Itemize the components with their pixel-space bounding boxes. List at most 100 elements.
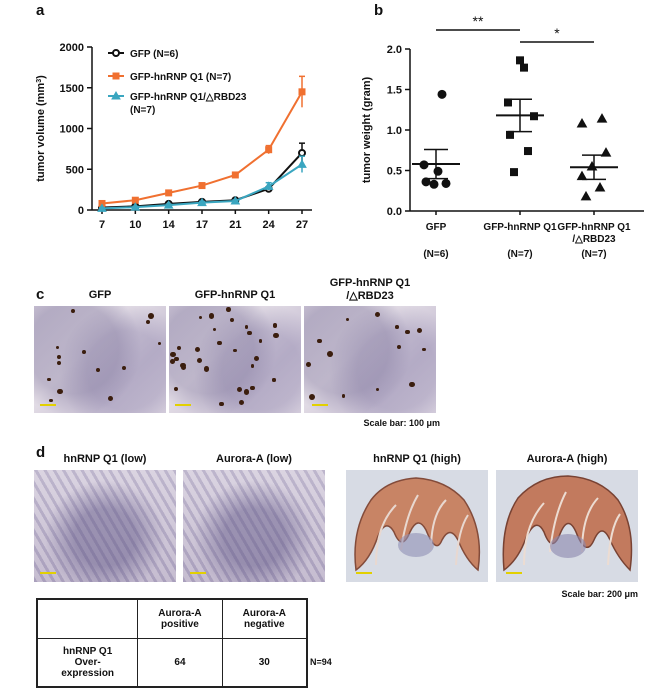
tissue-image-q1-low xyxy=(34,470,176,582)
y-tick-label: 1.0 xyxy=(387,125,402,137)
panel-c-scale-text: Scale bar: 100 μm xyxy=(363,418,440,428)
data-point xyxy=(576,118,588,128)
data-point xyxy=(600,147,612,157)
data-point xyxy=(198,182,206,190)
ihc-image-gfp xyxy=(34,306,166,413)
scale-bar-d3 xyxy=(356,572,372,574)
stained-nucleus xyxy=(229,317,234,322)
scale-bar-c3 xyxy=(312,404,328,406)
stained-nucleus xyxy=(198,315,202,320)
scale-bar-c2 xyxy=(175,404,191,406)
stained-nucleus xyxy=(422,347,426,352)
stained-nucleus xyxy=(306,362,312,367)
panel-c-label-rbd: GFP-hnRNP Q1 /△RBD23 xyxy=(304,277,436,303)
stained-nucleus xyxy=(170,351,176,358)
stained-nucleus xyxy=(203,365,210,372)
stained-nucleus xyxy=(308,393,315,400)
y-axis-label: tumor weight (gram) xyxy=(361,77,373,184)
stained-nucleus xyxy=(416,328,422,334)
stained-nucleus xyxy=(148,313,154,319)
stained-nucleus xyxy=(341,394,345,398)
legend-marker xyxy=(112,49,120,57)
y-tick-label: 0 xyxy=(78,205,84,217)
stained-nucleus xyxy=(208,313,214,319)
stained-nucleus xyxy=(57,360,62,365)
data-point xyxy=(516,56,524,65)
data-point xyxy=(510,168,518,177)
stained-nucleus xyxy=(219,401,224,406)
tumor-volume-chart: 0 500 1000 1500 2000 7 10 14 17 21 24 27 tumor volum… xyxy=(35,42,312,231)
data-point xyxy=(506,130,514,139)
data-point xyxy=(504,98,512,107)
table-cell-negative: 30 xyxy=(221,637,306,686)
stained-nucleus xyxy=(236,387,243,393)
stained-nucleus xyxy=(244,325,249,329)
stained-nucleus xyxy=(375,387,380,392)
data-point xyxy=(231,171,239,179)
y-axis-label: tumor volume (mm3) xyxy=(35,75,47,182)
data-point xyxy=(163,200,174,209)
tumor-weight-chart: 0.0 0.5 1.0 1.5 2.0 tumor weight (gram) GFP (N=… xyxy=(361,13,644,260)
x-tick-label: 21 xyxy=(229,219,241,231)
data-point xyxy=(586,160,598,171)
scale-bar-d4 xyxy=(506,572,522,574)
panel-c-label-rbd-line1: GFP-hnRNP Q1 xyxy=(329,277,411,289)
data-point xyxy=(429,179,439,189)
data-point xyxy=(524,147,532,156)
panel-c-label-gfp: GFP xyxy=(88,289,112,301)
stained-nucleus xyxy=(146,319,151,324)
x-tick-label: 14 xyxy=(163,219,176,231)
stained-nucleus xyxy=(273,333,279,339)
legend-label: GFP (N=6) xyxy=(130,49,178,60)
y-tick-label: 1.5 xyxy=(387,85,402,97)
stained-nucleus xyxy=(170,358,176,364)
scale-bar-d1 xyxy=(40,572,56,574)
data-point xyxy=(298,88,306,96)
stained-nucleus xyxy=(250,364,255,368)
table-header-positive: Aurora-A positive xyxy=(137,600,223,639)
stained-nucleus xyxy=(254,355,259,361)
stained-nucleus xyxy=(250,385,255,391)
stained-nucleus xyxy=(108,395,113,401)
stained-nucleus xyxy=(405,329,410,335)
y-tick-label: 500 xyxy=(66,164,84,176)
stained-nucleus xyxy=(409,381,415,387)
stained-nucleus xyxy=(197,357,203,364)
legend-label: GFP-hnRNP Q1/△RBD23 xyxy=(130,92,247,103)
x-tick-label: 24 xyxy=(263,219,276,231)
table-corner xyxy=(38,600,139,639)
data-point xyxy=(97,203,107,212)
x-count-label: (N=7) xyxy=(581,249,606,260)
stained-nucleus xyxy=(396,344,401,350)
significance-label: * xyxy=(554,25,560,41)
stained-nucleus xyxy=(48,398,53,403)
y-tick-label: 2000 xyxy=(60,42,84,54)
stained-nucleus xyxy=(326,351,333,357)
stained-nucleus xyxy=(71,308,76,313)
stained-nucleus xyxy=(157,341,161,345)
stained-nucleus xyxy=(174,386,179,391)
contingency-table: Aurora-A positive Aurora-A negative hnRN… xyxy=(36,598,308,688)
header-negative-line2: negative xyxy=(244,618,285,630)
row-header-line3: expression xyxy=(61,667,115,679)
data-point xyxy=(441,178,451,188)
stained-nucleus xyxy=(217,340,222,346)
panel-label-c: c xyxy=(36,286,45,303)
panel-label-a: a xyxy=(36,2,45,19)
stained-nucleus xyxy=(121,365,126,370)
table-cell-positive: 64 xyxy=(137,637,223,686)
x-count-label: (N=6) xyxy=(423,249,448,260)
stained-nucleus xyxy=(82,350,86,354)
y-tick-label: 2.0 xyxy=(387,44,402,56)
row-header-line2: Over- xyxy=(74,656,101,668)
legend-label: (N=7) xyxy=(130,105,155,116)
table-header-negative: Aurora-A negative xyxy=(221,600,306,639)
stained-nucleus xyxy=(96,367,101,372)
data-point xyxy=(437,89,447,99)
stained-nucleus xyxy=(195,347,201,353)
data-point xyxy=(230,196,241,205)
panel-c-label-rbd-line2: /△RBD23 xyxy=(346,290,394,302)
x-tick-label: 7 xyxy=(99,219,105,231)
header-positive-line1: Aurora-A xyxy=(158,607,202,619)
stained-nucleus xyxy=(174,356,180,362)
